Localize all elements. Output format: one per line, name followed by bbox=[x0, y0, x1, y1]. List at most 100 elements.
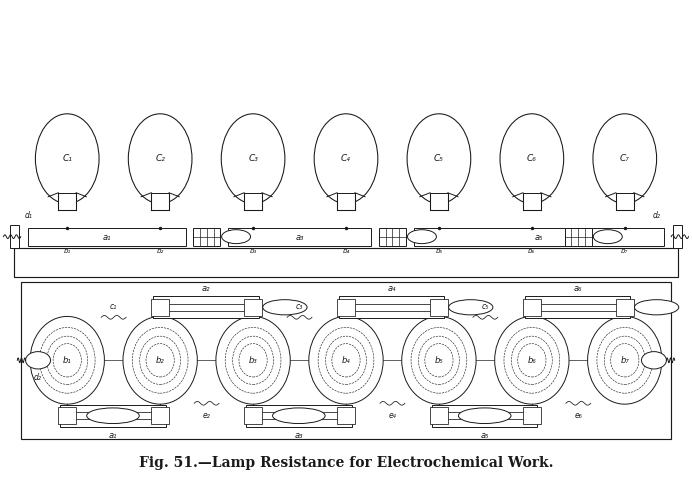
Ellipse shape bbox=[604, 336, 645, 385]
Text: b₃: b₃ bbox=[249, 248, 257, 254]
Text: c₁: c₁ bbox=[110, 302, 118, 311]
Bar bbox=[10, 225, 19, 248]
Text: e₆: e₆ bbox=[574, 412, 582, 420]
Ellipse shape bbox=[53, 344, 82, 377]
Text: Fig. 51.—Lamp Resistance for Electrochemical Work.: Fig. 51.—Lamp Resistance for Electrochem… bbox=[139, 455, 553, 470]
Text: a₅: a₅ bbox=[480, 431, 489, 441]
Ellipse shape bbox=[39, 327, 95, 393]
Text: C₂: C₂ bbox=[155, 154, 165, 163]
Text: d₁: d₁ bbox=[24, 211, 32, 220]
Bar bbox=[616, 299, 634, 316]
Text: a₅: a₅ bbox=[535, 233, 543, 242]
Ellipse shape bbox=[132, 327, 188, 393]
Ellipse shape bbox=[411, 327, 467, 393]
Ellipse shape bbox=[511, 336, 552, 385]
Text: b₄: b₄ bbox=[342, 356, 350, 365]
Bar bbox=[21, 282, 671, 439]
Ellipse shape bbox=[221, 230, 251, 243]
Text: d₂: d₂ bbox=[34, 374, 42, 382]
Bar bbox=[430, 193, 448, 210]
Ellipse shape bbox=[597, 327, 653, 393]
Ellipse shape bbox=[593, 230, 622, 243]
Bar bbox=[151, 407, 169, 424]
Text: a₆: a₆ bbox=[574, 283, 582, 293]
Bar bbox=[523, 193, 540, 210]
Text: a₃: a₃ bbox=[295, 233, 304, 242]
Text: b₆: b₆ bbox=[527, 356, 536, 365]
Text: b₅: b₅ bbox=[435, 356, 444, 365]
Ellipse shape bbox=[47, 336, 88, 385]
Ellipse shape bbox=[408, 230, 437, 243]
Text: C₄: C₄ bbox=[341, 154, 351, 163]
Ellipse shape bbox=[407, 114, 471, 203]
Bar bbox=[525, 296, 630, 318]
Ellipse shape bbox=[314, 114, 378, 203]
Ellipse shape bbox=[504, 327, 560, 393]
Text: a₁: a₁ bbox=[102, 233, 111, 242]
Bar bbox=[28, 228, 185, 246]
Ellipse shape bbox=[233, 336, 273, 385]
Bar bbox=[337, 407, 355, 424]
Bar bbox=[379, 228, 406, 246]
Bar bbox=[60, 405, 165, 427]
Bar bbox=[414, 228, 664, 246]
Ellipse shape bbox=[641, 352, 666, 369]
Text: C₃: C₃ bbox=[248, 154, 258, 163]
Bar bbox=[523, 407, 541, 424]
Ellipse shape bbox=[140, 336, 181, 385]
Text: e₄: e₄ bbox=[389, 412, 397, 420]
Ellipse shape bbox=[86, 408, 139, 424]
Ellipse shape bbox=[263, 300, 307, 315]
Ellipse shape bbox=[419, 336, 459, 385]
Ellipse shape bbox=[593, 114, 657, 203]
Text: b₅: b₅ bbox=[435, 248, 443, 254]
Bar bbox=[337, 193, 355, 210]
Ellipse shape bbox=[123, 316, 197, 404]
Bar bbox=[337, 299, 355, 316]
Text: b₁: b₁ bbox=[64, 248, 71, 254]
Text: e₂: e₂ bbox=[203, 412, 210, 420]
Ellipse shape bbox=[216, 316, 290, 404]
Bar bbox=[565, 228, 592, 246]
Text: a₄: a₄ bbox=[388, 283, 396, 293]
Ellipse shape bbox=[35, 114, 99, 203]
Bar bbox=[339, 296, 444, 318]
Text: b₁: b₁ bbox=[63, 356, 71, 365]
Text: d₂: d₂ bbox=[653, 211, 661, 220]
Text: b₂: b₂ bbox=[156, 356, 165, 365]
Text: c₃: c₃ bbox=[296, 302, 303, 311]
Text: a₁: a₁ bbox=[109, 431, 117, 441]
Text: c₅: c₅ bbox=[482, 302, 489, 311]
Ellipse shape bbox=[146, 344, 174, 377]
Ellipse shape bbox=[225, 327, 281, 393]
Ellipse shape bbox=[26, 352, 51, 369]
Text: C₆: C₆ bbox=[527, 154, 537, 163]
Ellipse shape bbox=[610, 344, 639, 377]
Text: C₅: C₅ bbox=[434, 154, 444, 163]
Text: b₄: b₄ bbox=[343, 248, 349, 254]
Bar bbox=[430, 407, 448, 424]
Ellipse shape bbox=[30, 316, 104, 404]
Bar bbox=[193, 228, 220, 246]
Ellipse shape bbox=[221, 114, 285, 203]
Text: b₇: b₇ bbox=[621, 356, 629, 365]
Ellipse shape bbox=[273, 408, 325, 424]
Ellipse shape bbox=[402, 316, 476, 404]
Ellipse shape bbox=[128, 114, 192, 203]
Text: b₆: b₆ bbox=[528, 248, 536, 254]
Bar bbox=[430, 299, 448, 316]
Text: b₃: b₃ bbox=[248, 356, 257, 365]
Text: b₂: b₂ bbox=[156, 248, 164, 254]
Ellipse shape bbox=[588, 316, 662, 404]
Bar bbox=[244, 299, 262, 316]
Ellipse shape bbox=[309, 316, 383, 404]
Bar bbox=[58, 407, 76, 424]
Bar bbox=[246, 405, 352, 427]
Ellipse shape bbox=[318, 327, 374, 393]
Ellipse shape bbox=[458, 408, 511, 424]
Ellipse shape bbox=[239, 344, 267, 377]
Bar bbox=[673, 225, 682, 248]
Bar bbox=[14, 248, 678, 277]
Text: C₇: C₇ bbox=[620, 154, 630, 163]
Bar bbox=[228, 228, 372, 246]
